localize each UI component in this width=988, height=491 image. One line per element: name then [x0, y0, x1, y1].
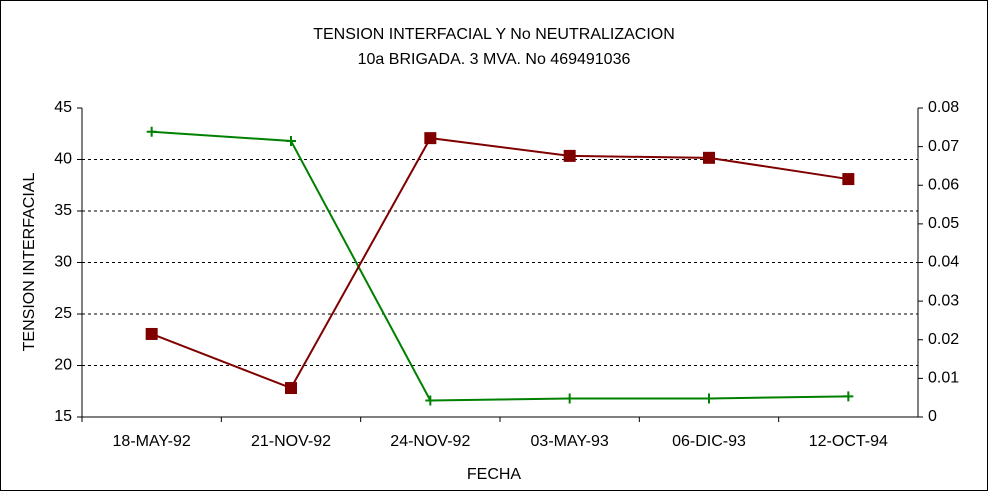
- marker: [145, 327, 158, 340]
- y-tick-label: 35: [54, 202, 72, 219]
- marker: [424, 132, 437, 145]
- marker: [704, 393, 714, 404]
- chart-subtitle: 10a BRIGADA. 3 MVA. No 469491036: [358, 51, 631, 68]
- marker: [842, 173, 855, 186]
- marker: [146, 126, 157, 137]
- x-tick-label: 12-OCT-94: [809, 433, 888, 450]
- y2-tick-label: 0.07: [928, 138, 959, 155]
- y-axis-label: TENSION INTERFACIAL: [21, 173, 38, 352]
- y-tick-label: 15: [54, 408, 72, 425]
- x-tick-label: 24-NOV-92: [390, 433, 470, 450]
- y2-tick-label: 0.01: [928, 370, 959, 387]
- series-line: [151, 130, 849, 402]
- y2-tick-label: 0.08: [928, 99, 959, 116]
- marker: [563, 149, 576, 162]
- x-tick-label: 06-DIC-93: [672, 433, 746, 450]
- y-tick-label: 40: [54, 151, 72, 168]
- y2-tick-label: 0: [928, 408, 937, 425]
- x-tick-label: 03-MAY-93: [531, 433, 609, 450]
- series-line: [151, 137, 849, 390]
- y2-tick-label: 0.05: [928, 215, 959, 232]
- x-tick-label: 18-MAY-92: [113, 433, 191, 450]
- y2-tick-label: 0.02: [928, 331, 959, 348]
- y-tick-label: 45: [54, 99, 72, 116]
- chart-title: TENSION INTERFACIAL Y No NEUTRALIZACION: [313, 26, 675, 43]
- marker: [843, 391, 854, 402]
- y-tick-label: 20: [54, 357, 72, 374]
- y2-tick-label: 0.03: [928, 292, 959, 309]
- marker: [564, 393, 575, 404]
- marker: [285, 382, 297, 395]
- y2-tick-label: 0.04: [928, 254, 959, 271]
- marker: [425, 395, 436, 406]
- x-tick-label: 21-NOV-92: [251, 433, 331, 450]
- y2-tick-label: 0.06: [928, 176, 959, 193]
- y-tick-label: 30: [54, 254, 72, 271]
- marker: [703, 151, 715, 164]
- y-tick-label: 25: [54, 305, 72, 322]
- marker: [286, 135, 296, 146]
- x-axis-label: FECHA: [467, 466, 522, 483]
